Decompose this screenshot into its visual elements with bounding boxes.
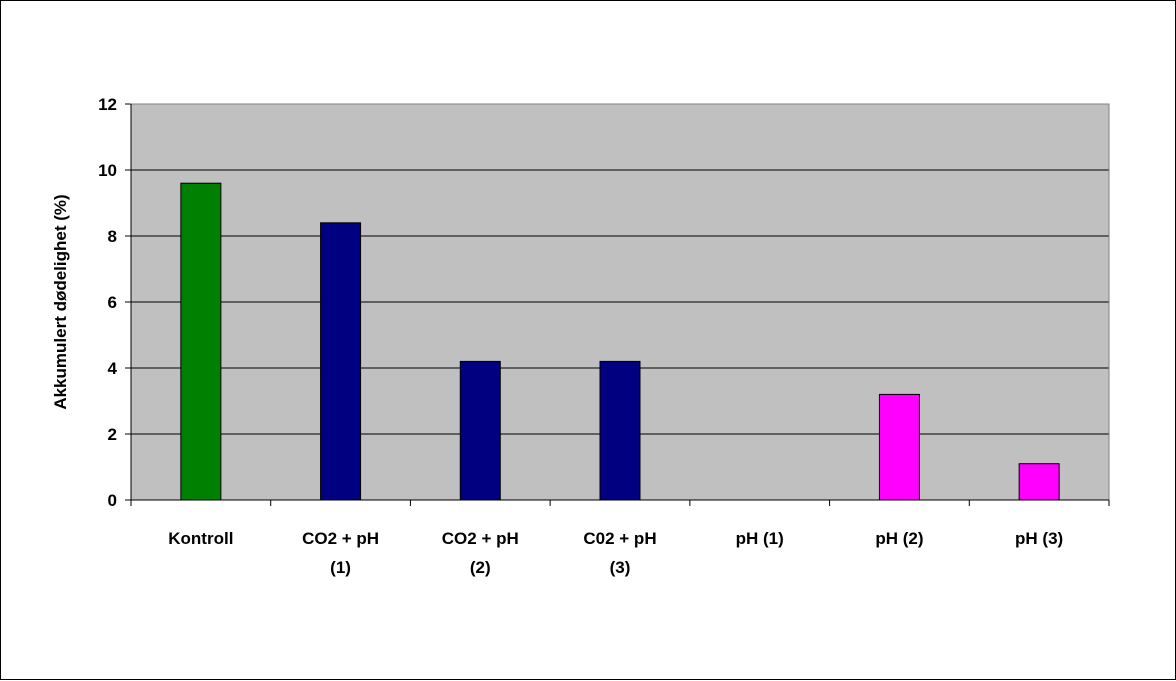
y-tick-label: 8 xyxy=(108,227,117,246)
x-category-label: pH (2) xyxy=(875,529,923,548)
x-category-label: CO2 + pH (2) xyxy=(442,529,519,577)
bar xyxy=(320,222,362,501)
x-category-label: Kontroll xyxy=(168,529,233,548)
y-tick-label: 0 xyxy=(108,491,117,510)
bar xyxy=(459,360,501,501)
x-category-label: pH (3) xyxy=(1015,529,1063,548)
bar xyxy=(599,360,641,501)
x-category-label: pH (1) xyxy=(736,529,784,548)
x-category-label: CO2 + pH (1) xyxy=(302,529,379,577)
bar xyxy=(878,393,920,501)
labels: 0 2 4 6 8 10 12 Kontroll CO2 + pH (1) CO2 + pH (2) C… xyxy=(98,95,1063,577)
y-tick-label: 2 xyxy=(108,425,117,444)
x-category-label: C02 + pH (3) xyxy=(583,529,656,577)
bar xyxy=(180,182,222,501)
y-tick-label: 12 xyxy=(98,95,117,114)
axes xyxy=(125,103,1110,506)
bars xyxy=(180,182,1060,501)
y-tick-label: 10 xyxy=(98,161,117,180)
bar xyxy=(1018,463,1060,501)
y-axis-title: Akkumulert dødelighet (%) xyxy=(51,194,70,409)
y-tick-label: 4 xyxy=(108,359,118,378)
y-tick-label: 6 xyxy=(108,293,117,312)
